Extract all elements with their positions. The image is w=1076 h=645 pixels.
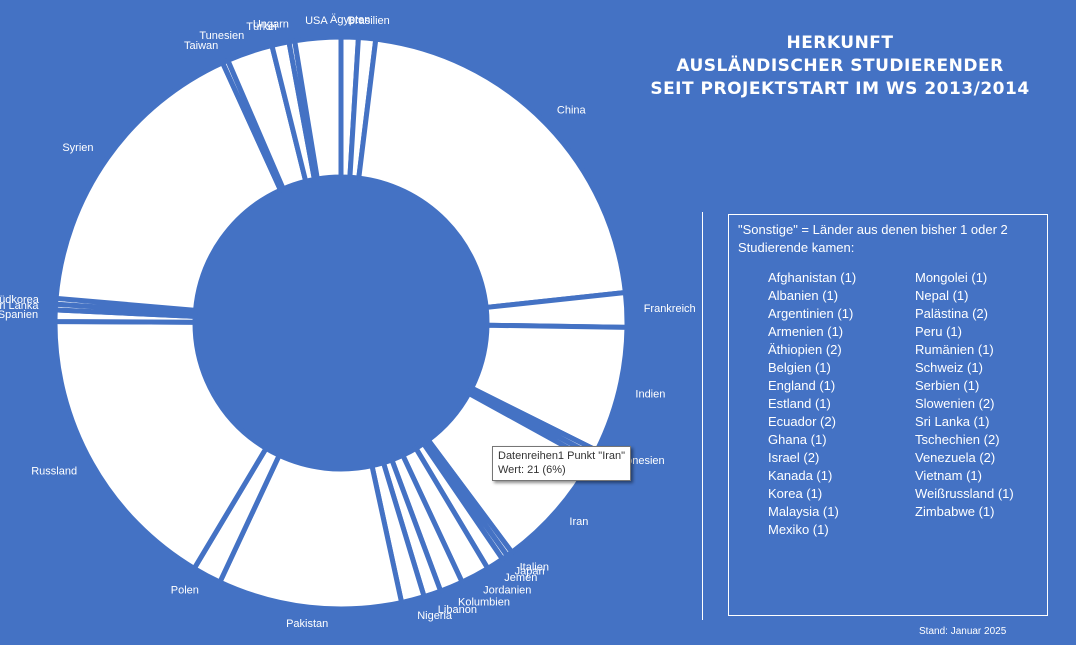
note-item: Ecuador (2) <box>768 414 836 429</box>
label-polen: Polen <box>171 585 199 597</box>
note-item: Tschechien (2) <box>915 432 1000 447</box>
label-usa: USA <box>305 15 328 27</box>
note-item: Äthiopien (2) <box>768 342 842 357</box>
label-china: China <box>557 104 587 116</box>
label-pakistan: Pakistan <box>286 618 328 630</box>
note-column-2: Mongolei (1) Nepal (1) Palästina (2) Peru (… <box>915 269 1062 539</box>
divider-line <box>702 212 703 620</box>
note-item: Zimbabwe (1) <box>915 504 995 519</box>
chart-title: HERKUNFT AUSLÄNDISCHER STUDIERENDER SEIT… <box>640 32 1040 101</box>
slices-group <box>52 34 630 612</box>
label-jemen: Jemen <box>504 572 537 584</box>
sonstige-note-box: "Sonstige" = Länder aus denen bisher 1 o… <box>728 214 1048 616</box>
slice-syrien[interactable] <box>53 60 284 313</box>
label-kolumbien: Kolumbien <box>458 596 510 608</box>
note-item: England (1) <box>768 378 836 393</box>
label-libanon: Libanon <box>438 604 477 616</box>
note-column-1: Afghanistan (1) Albanien (1) Argentinien (… <box>768 269 915 539</box>
slice-usa[interactable] <box>292 34 344 182</box>
label-suedkorea: Südkorea <box>0 294 40 306</box>
label-italien: Italien <box>520 562 549 574</box>
stand-date: Stand: Januar 2025 <box>919 626 1007 637</box>
slice-russland[interactable] <box>52 319 269 571</box>
slice-china[interactable] <box>356 36 628 310</box>
label-ungarn: Ungarn <box>253 18 289 30</box>
title-line-3: SEIT PROJEKTSTART IM WS 2013/2014 <box>650 79 1030 99</box>
note-item: Argentinien (1) <box>768 306 854 321</box>
note-item: Mongolei (1) <box>915 270 988 285</box>
note-item: Malaysia (1) <box>768 504 839 519</box>
note-columns: Afghanistan (1) Albanien (1) Argentinien (… <box>768 269 1062 539</box>
note-item: Peru (1) <box>915 324 962 339</box>
note-item: Schweiz (1) <box>915 360 983 375</box>
note-item: Armenien (1) <box>768 324 844 339</box>
note-item: Estland (1) <box>768 396 831 411</box>
label-taiwan: Taiwan <box>184 40 218 52</box>
tooltip-value: Wert: 21 (6%) <box>498 464 566 476</box>
tooltip-series-point: Datenreihen1 Punkt "Iran" <box>498 450 626 462</box>
note-item: Serbien (1) <box>915 378 980 393</box>
label-sri-lanka: Sri Lanka <box>0 300 39 312</box>
note-intro: "Sonstige" = Länder aus denen bisher 1 o… <box>738 222 1008 255</box>
label-tuerkei: Türkei <box>246 21 277 33</box>
hover-tooltip: Datenreihen1 Punkt "Iran" Wert: 21 (6%) <box>492 446 632 481</box>
label-spanien: Spanien <box>0 309 38 321</box>
note-item: Vietnam (1) <box>915 468 982 483</box>
note-item: Rumänien (1) <box>915 342 994 357</box>
note-item: Ghana (1) <box>768 432 827 447</box>
label-russland: Russland <box>31 466 77 478</box>
labels-group: ÄgyptenBrasilienChinaFrankreichIndienInd… <box>0 14 696 630</box>
note-item: Albanien (1) <box>768 288 839 303</box>
label-syrien: Syrien <box>62 142 93 154</box>
note-item: Afghanistan (1) <box>768 270 857 285</box>
label-aegypten: Ägypten <box>330 14 370 26</box>
note-item: Weißrussland (1) <box>915 486 1014 501</box>
note-item: Belgien (1) <box>768 360 831 375</box>
label-japan: Japan <box>515 565 545 577</box>
title-line-2: AUSLÄNDISCHER STUDIERENDER <box>676 56 1004 76</box>
note-item: Venezuela (2) <box>915 450 996 465</box>
label-tunesien: Tunesien <box>199 30 244 42</box>
note-item: Korea (1) <box>768 486 823 501</box>
note-item: Sri Lanka (1) <box>915 414 990 429</box>
label-indien: Indien <box>635 389 665 401</box>
note-item: Kanada (1) <box>768 468 833 483</box>
note-item: Palästina (2) <box>915 306 988 321</box>
note-item: Mexiko (1) <box>768 522 829 537</box>
title-line-1: HERKUNFT <box>786 33 894 53</box>
label-nigeria: Nigeria <box>417 610 453 622</box>
label-jordanien: Jordanien <box>483 585 531 597</box>
label-brasilien: Brasilien <box>348 15 390 27</box>
note-item: Nepal (1) <box>915 288 969 303</box>
note-item: Slowenien (2) <box>915 396 995 411</box>
label-iran: Iran <box>569 516 588 528</box>
note-item: Israel (2) <box>768 450 820 465</box>
label-frankreich: Frankreich <box>644 303 696 315</box>
